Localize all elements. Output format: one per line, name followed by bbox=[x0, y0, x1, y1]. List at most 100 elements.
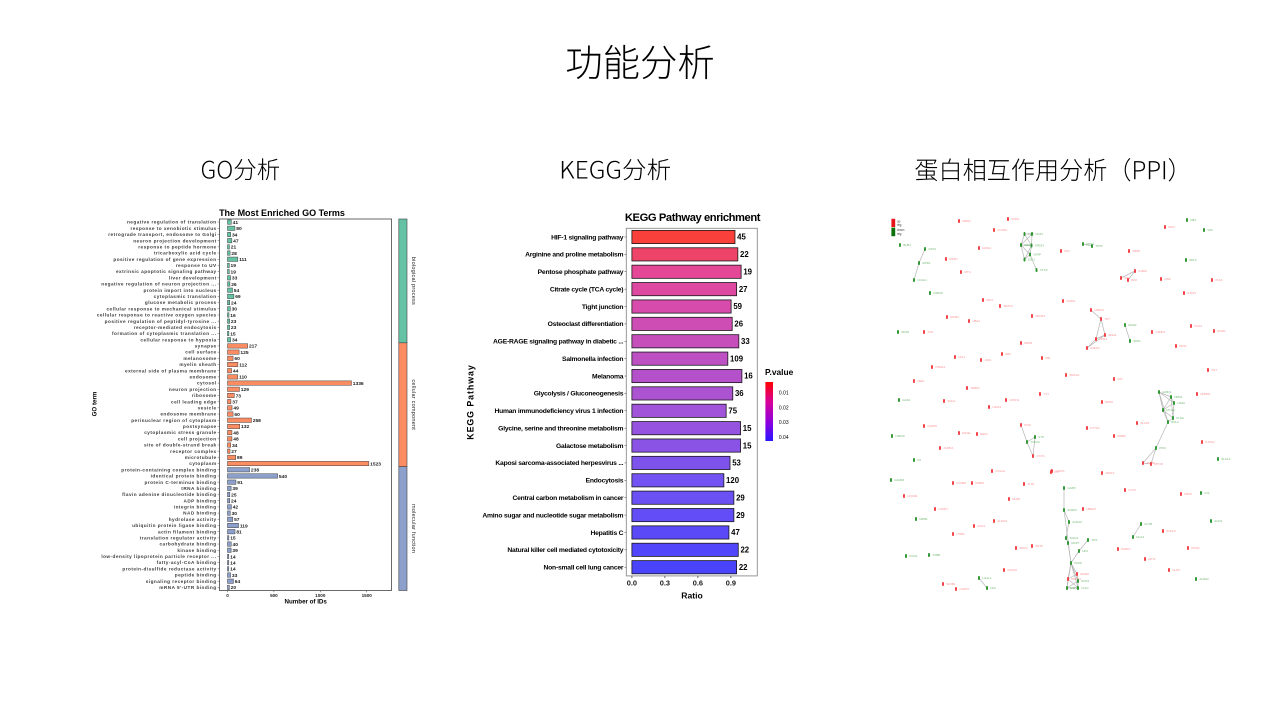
svg-text:Number of IDs: Number of IDs bbox=[285, 599, 328, 606]
svg-text:CFL1: CFL1 bbox=[958, 355, 965, 359]
svg-text:MCM7: MCM7 bbox=[950, 315, 959, 319]
svg-text:Melanoma: Melanoma bbox=[592, 373, 624, 380]
svg-text:69: 69 bbox=[235, 294, 241, 300]
svg-text:GRIA1: GRIA1 bbox=[982, 246, 991, 250]
svg-text:39: 39 bbox=[232, 548, 238, 554]
svg-text:integrin binding: integrin binding bbox=[174, 505, 217, 510]
svg-text:ANAP4: ANAP4 bbox=[1067, 508, 1077, 512]
svg-text:Non-small cell lung cancer: Non-small cell lung cancer bbox=[543, 565, 623, 572]
svg-text:44: 44 bbox=[233, 369, 239, 375]
svg-text:24: 24 bbox=[231, 300, 237, 306]
svg-text:258: 258 bbox=[253, 418, 261, 424]
svg-text:129: 129 bbox=[241, 387, 249, 393]
svg-text:60: 60 bbox=[234, 412, 240, 418]
svg-text:CCT2: CCT2 bbox=[1128, 488, 1136, 492]
svg-text:MET: MET bbox=[1190, 218, 1196, 222]
svg-text:ITGB1: ITGB1 bbox=[956, 532, 965, 536]
svg-text:PTTG1: PTTG1 bbox=[1090, 426, 1100, 430]
svg-text:MAD2: MAD2 bbox=[1128, 323, 1136, 327]
svg-text:MAPT: MAPT bbox=[1071, 541, 1079, 545]
svg-text:RB1: RB1 bbox=[1005, 352, 1011, 356]
svg-text:FH: FH bbox=[917, 458, 921, 462]
svg-text:NPM1: NPM1 bbox=[1174, 395, 1182, 399]
svg-text:tRNA binding: tRNA binding bbox=[181, 486, 216, 491]
svg-text:synapse: synapse bbox=[195, 344, 217, 349]
svg-text:33: 33 bbox=[232, 276, 238, 282]
svg-text:120: 120 bbox=[726, 476, 740, 485]
svg-text:AURKA: AURKA bbox=[943, 446, 953, 450]
svg-text:28: 28 bbox=[231, 251, 237, 257]
svg-text:30: 30 bbox=[232, 307, 238, 313]
svg-text:COX5A: COX5A bbox=[997, 228, 1007, 232]
svg-text:36: 36 bbox=[735, 389, 744, 398]
svg-text:0.6: 0.6 bbox=[693, 579, 703, 588]
svg-text:Pentose phosphate pathway: Pentose phosphate pathway bbox=[538, 269, 624, 276]
svg-text:19: 19 bbox=[231, 263, 237, 269]
svg-text:up: up bbox=[897, 219, 901, 223]
svg-text:reg: reg bbox=[897, 232, 902, 236]
svg-text:CD44: CD44 bbox=[1035, 232, 1043, 236]
svg-text:15: 15 bbox=[230, 536, 236, 542]
svg-text:GAPD: GAPD bbox=[1067, 486, 1075, 490]
svg-text:liver development: liver development bbox=[169, 275, 217, 280]
svg-text:molecular function: molecular function bbox=[410, 504, 416, 553]
svg-text:42: 42 bbox=[233, 505, 239, 511]
svg-text:26: 26 bbox=[734, 320, 743, 329]
svg-text:LDHA: LDHA bbox=[1177, 401, 1185, 405]
svg-text:Human immunodeficiency virus 1: Human immunodeficiency virus 1 infection bbox=[494, 408, 623, 415]
svg-text:SUCL2: SUCL2 bbox=[1166, 529, 1176, 533]
svg-text:NCL: NCL bbox=[990, 586, 996, 590]
svg-text:RPS3: RPS3 bbox=[1086, 242, 1094, 246]
svg-text:49: 49 bbox=[233, 406, 239, 412]
svg-text:0.02: 0.02 bbox=[779, 405, 789, 411]
svg-text:110: 110 bbox=[239, 375, 247, 381]
svg-text:89: 89 bbox=[237, 455, 243, 461]
svg-text:PSMA1: PSMA1 bbox=[935, 365, 945, 369]
svg-text:33: 33 bbox=[741, 337, 750, 346]
svg-text:KEGG Pathway: KEGG Pathway bbox=[466, 364, 476, 439]
svg-text:Central carbon metabolism in c: Central carbon metabolism in cancer bbox=[512, 495, 623, 502]
svg-text:TPI1: TPI1 bbox=[1091, 538, 1097, 542]
svg-text:KRT8: KRT8 bbox=[1035, 544, 1043, 548]
svg-text:TP53: TP53 bbox=[1095, 244, 1102, 248]
svg-text:Galactose metabolism: Galactose metabolism bbox=[556, 443, 623, 450]
svg-text:75: 75 bbox=[728, 406, 737, 415]
svg-text:CDKN1: CDKN1 bbox=[1009, 398, 1019, 402]
svg-text:TLN1: TLN1 bbox=[1027, 482, 1034, 486]
svg-text:47: 47 bbox=[731, 528, 740, 537]
svg-text:26: 26 bbox=[231, 282, 237, 288]
svg-text:24: 24 bbox=[231, 499, 237, 505]
svg-text:MCM2: MCM2 bbox=[1080, 572, 1089, 576]
svg-text:22: 22 bbox=[739, 563, 748, 572]
svg-text:27: 27 bbox=[231, 449, 237, 455]
svg-text:53: 53 bbox=[732, 459, 741, 468]
svg-text:500: 500 bbox=[270, 593, 278, 598]
svg-text:mRNA 5'-UTR binding: mRNA 5'-UTR binding bbox=[159, 585, 216, 590]
svg-text:1523: 1523 bbox=[370, 461, 381, 467]
svg-text:PARK7: PARK7 bbox=[1121, 547, 1131, 551]
svg-text:SP1: SP1 bbox=[1124, 276, 1130, 280]
svg-text:59: 59 bbox=[733, 302, 742, 311]
svg-text:MAX: MAX bbox=[1168, 225, 1174, 229]
svg-text:0: 0 bbox=[226, 593, 229, 598]
svg-text:JAK1: JAK1 bbox=[984, 358, 991, 362]
svg-text:BUB1: BUB1 bbox=[903, 243, 911, 247]
svg-text:cell surface: cell surface bbox=[185, 350, 216, 355]
svg-text:cellular response to hypoxia: cellular response to hypoxia bbox=[140, 337, 216, 342]
svg-text:34: 34 bbox=[232, 232, 238, 238]
svg-text:Arginine and proline metabolis: Arginine and proline metabolism bbox=[525, 252, 623, 259]
svg-text:Amino sugar and nucleotide sug: Amino sugar and nucleotide sugar metabol… bbox=[482, 512, 623, 519]
svg-text:45: 45 bbox=[737, 233, 746, 242]
svg-text:VCL: VCL bbox=[1204, 491, 1210, 495]
svg-text:16: 16 bbox=[744, 372, 753, 381]
svg-text:hydrolase activity: hydrolase activity bbox=[169, 517, 217, 522]
svg-text:FN1: FN1 bbox=[1064, 249, 1070, 253]
svg-text:U2AF1: U2AF1 bbox=[992, 405, 1001, 409]
svg-text:reg: reg bbox=[897, 223, 902, 227]
svg-text:FBX6: FBX6 bbox=[1184, 492, 1192, 496]
svg-text:23: 23 bbox=[231, 325, 237, 331]
svg-text:54: 54 bbox=[234, 288, 240, 294]
svg-text:RPIA: RPIA bbox=[986, 298, 993, 302]
svg-text:MTOR: MTOR bbox=[1154, 462, 1162, 466]
svg-text:GO term: GO term bbox=[92, 391, 99, 416]
